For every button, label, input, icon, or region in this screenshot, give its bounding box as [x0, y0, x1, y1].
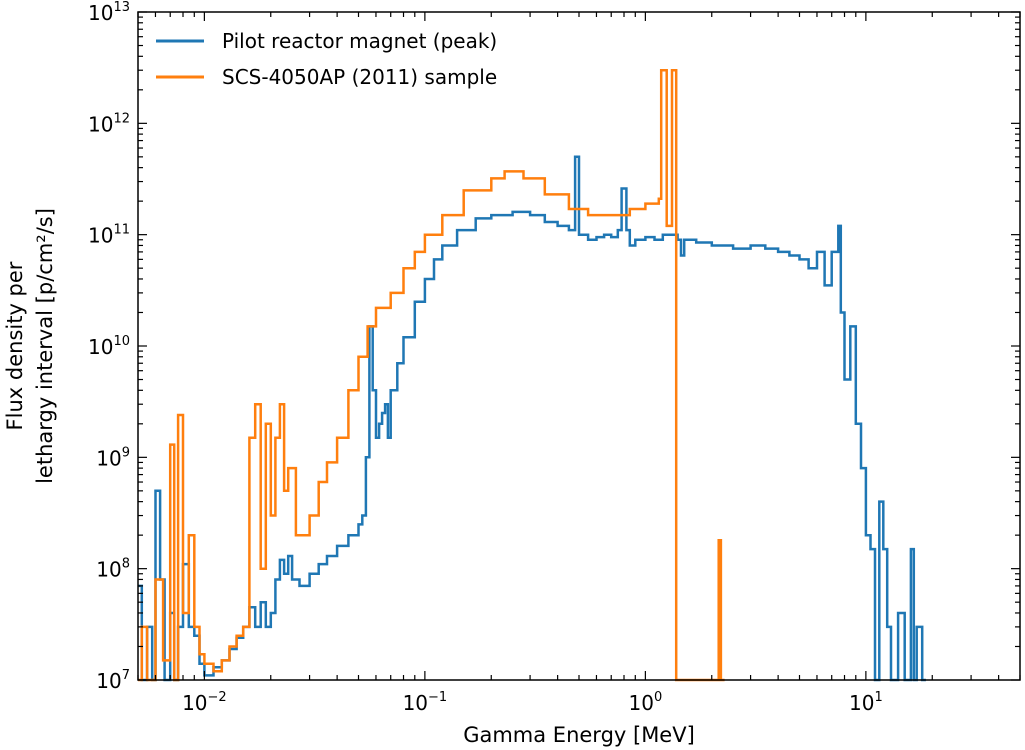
- series-layer: [138, 68, 926, 682]
- x-tick-label: 101: [849, 690, 883, 715]
- y-tick-label: 1010: [88, 334, 130, 359]
- y-tick-label: 107: [96, 668, 130, 693]
- series-line-1: [138, 68, 725, 682]
- legend: Pilot reactor magnet (peak) SCS-4050AP (…: [156, 29, 497, 89]
- x-tick-label: 100: [629, 690, 663, 715]
- y-tick-label: 108: [96, 557, 130, 582]
- y-axis-label-line-1: Flux density per: [3, 261, 27, 430]
- x-tick-label: 10−2: [182, 690, 227, 715]
- y-tick-label: 1013: [88, 0, 130, 25]
- ticks-layer: 10−2 10−1 100 101 107 108 109 1010 1011 1012 1013: [88, 0, 1021, 715]
- x-axis-label: Gamma Energy [MeV]: [463, 723, 695, 747]
- y-tick-label: 1011: [88, 223, 130, 248]
- legend-label-scs: SCS-4050AP (2011) sample: [222, 65, 497, 89]
- y-tick-label: 1012: [88, 111, 130, 136]
- x-tick-label: 10−1: [403, 690, 448, 715]
- y-tick-label: 109: [96, 445, 130, 470]
- y-axis-label-line-2: lethargy interval [p/cm²/s]: [33, 208, 57, 484]
- legend-label-pilot: Pilot reactor magnet (peak): [222, 29, 497, 53]
- series-line-0: [138, 155, 926, 682]
